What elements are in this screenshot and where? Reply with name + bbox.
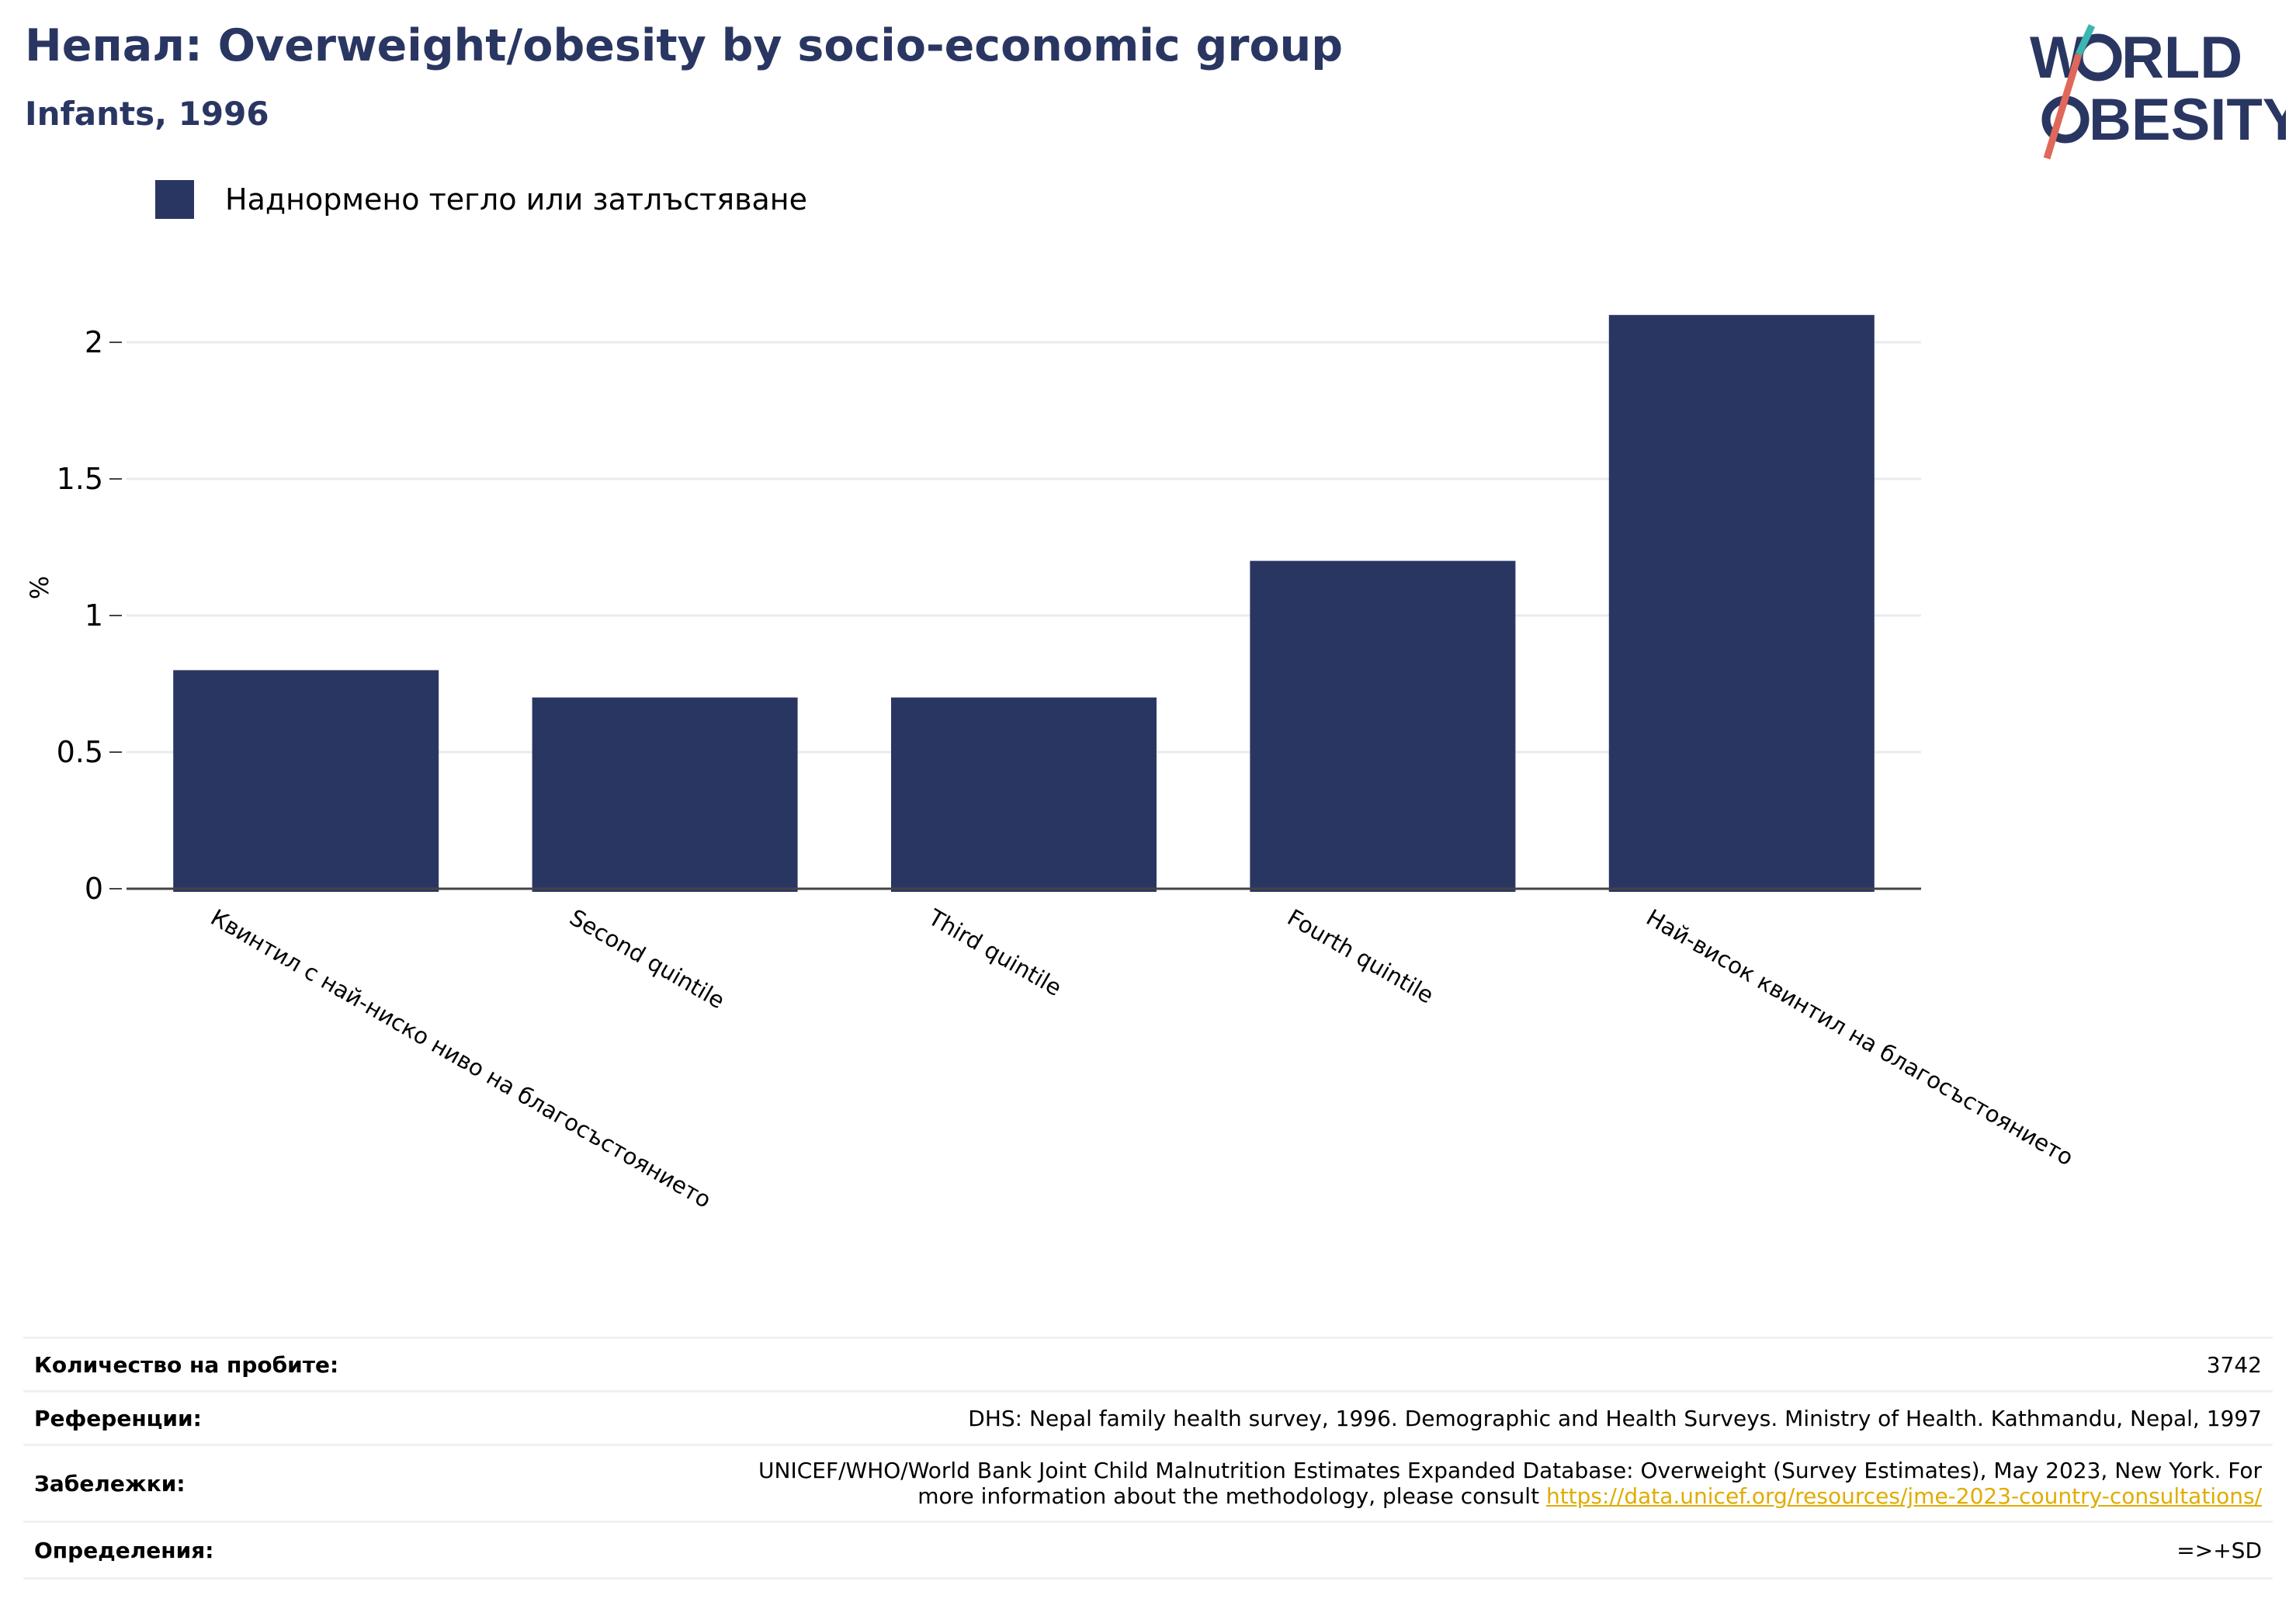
references-label: Референции: [23,1390,420,1446]
logo-rld: RLD [2121,25,2242,91]
notes-row: Забележки: UNICEF/WHO/World Bank Joint C… [23,1444,2273,1523]
definitions-row: Определения: =>+SD [23,1521,2273,1580]
y-tick-label: 1.5 [57,462,103,496]
legend[interactable]: Наднормено тегло или затлъстяване [155,180,807,219]
bars [173,314,1875,892]
y-tick-label: 0.5 [57,735,103,769]
x-tick-label: Third quintile [924,903,1066,1001]
definitions-value: =>+SD [419,1521,2273,1580]
sample-size-label: Количество на пробите: [23,1337,420,1392]
bar [1608,314,1875,892]
notes-line2: more information about the methodology, … [917,1483,1546,1509]
methodology-link[interactable]: https://data.unicef.org/resources/jme-20… [1545,1483,2262,1509]
chart-title: Непал: Overweight/obesity by socio-econo… [25,20,1344,71]
y-tick-label: 0 [85,872,103,906]
y-axis-ticks: 0 0.5 1 1.5 2 [57,325,122,906]
bar [891,697,1157,892]
x-axis-ticks: Квинтил с най-ниско ниво на благосъстоян… [206,903,2078,1213]
legend-swatch [155,180,194,219]
x-tick-label: Fourth quintile [1283,904,1438,1009]
bar [1250,560,1516,892]
notes-label: Забележки: [23,1444,420,1523]
sample-size-row: Количество на пробите: 3742 [23,1337,2273,1392]
bar [173,670,439,892]
info-table: Количество на пробите: 3742 Референции: … [23,1337,2273,1580]
notes-value: UNICEF/WHO/World Bank Joint Child Malnut… [419,1444,2273,1523]
bar-chart: 0 0.5 1 1.5 2 Квинтил с най-ниско ниво на бл… [25,314,2078,1213]
logo-slash-coral [2043,53,2083,160]
x-tick-label: Second quintile [565,904,729,1014]
references-value: DHS: Nepal family health survey, 1996. D… [419,1390,2273,1446]
sample-size-value: 3742 [419,1337,2273,1392]
x-tick-label: Най-висок квинтил на благосъстоянието [1642,904,2078,1171]
y-tick-label: 1 [85,598,103,633]
references-row: Референции: DHS: Nepal family health sur… [23,1390,2273,1446]
y-tick-label: 2 [85,325,103,359]
bar [532,697,798,892]
logo-slash-teal [2075,24,2096,56]
notes-line1: UNICEF/WHO/World Bank Joint Child Malnut… [758,1458,2262,1483]
logo-besity: BESITY [2089,87,2286,153]
y-axis-label: % [25,576,54,599]
definitions-label: Определения: [23,1521,420,1580]
legend-label: Наднормено тегло или затлъстяване [225,182,807,217]
world-obesity-logo: W RLD BESITY [2030,24,2286,160]
chart-subtitle: Infants, 1996 [25,95,269,133]
